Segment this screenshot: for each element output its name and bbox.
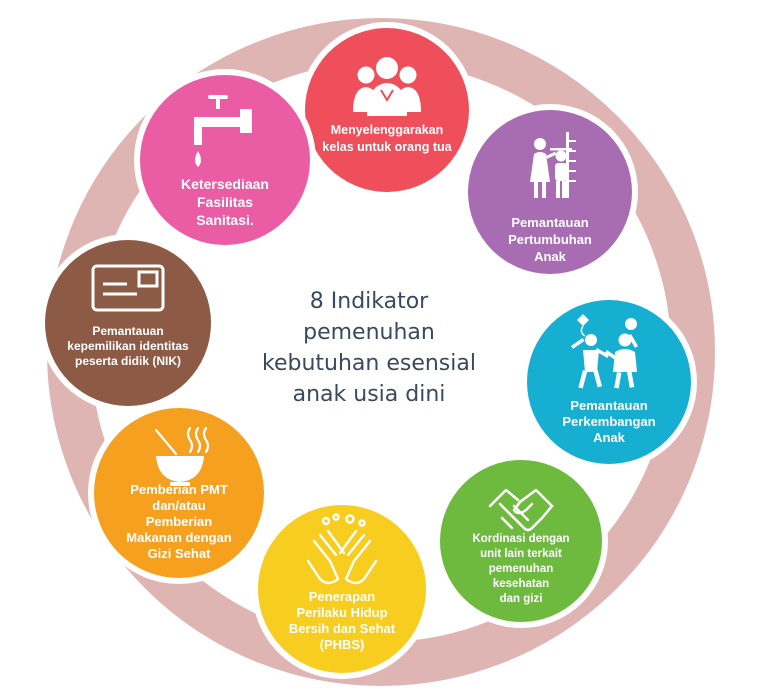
- indicator-phbs-label-line: (PHBS): [319, 637, 365, 652]
- indicator-sanitasi: Ketersediaan Fasilitas Sanitasi.: [140, 75, 310, 245]
- handshake-icon: [488, 488, 554, 532]
- indicator-nik-label-line: peserta didik (NIK): [74, 354, 182, 368]
- indicator-sanitasi-label-line: Sanitasi.: [196, 212, 254, 228]
- hot-bowl-icon: [154, 426, 210, 486]
- indicator-pmt-label-line: Pemberian PMT: [130, 482, 228, 497]
- indicator-perkembangan: Pemantauan Perkembangan Anak: [527, 300, 691, 464]
- indicator-phbs-label-line: Penerapan: [308, 589, 376, 604]
- indicator-kordinasi: Kordinasi dengan unit lain terkait pemen…: [440, 460, 602, 622]
- indicator-kordinasi-label-line: dan gizi: [499, 593, 543, 605]
- indicator-pmt-label-line: Gizi Sehat: [147, 546, 211, 561]
- indicator-phbs-label-line: Perilaku Hidup: [296, 605, 388, 620]
- indicator-perkembangan-label-line: Anak: [593, 430, 625, 445]
- child-height-measure-icon: [530, 132, 576, 198]
- indicator-pertumbuhan: Pemantauan Pertumbuhan Anak: [468, 110, 632, 274]
- indicator-kelas-label-line: Menyelenggarakan: [330, 123, 444, 137]
- indicator-perkembangan-label-line: Pemantauan: [570, 398, 648, 413]
- indicator-pertumbuhan-label-line: Pertumbuhan: [508, 232, 592, 247]
- children-playing-icon: [571, 314, 639, 389]
- indicator-nik-label-line: kepemilikan identitas: [67, 339, 189, 353]
- indicator-pmt: Pemberian PMT dan/atau Pemberian Makanan…: [94, 408, 264, 578]
- indicator-pmt-label-line: Pemberian: [145, 514, 213, 529]
- hand-washing-icon: [306, 513, 378, 585]
- indicator-kelas-label-line: kelas untuk orang tua: [322, 140, 452, 154]
- indicator-phbs-label-line: Bersih dan Sehat: [288, 621, 396, 636]
- indicator-perkembangan-label-line: Perkembangan: [562, 414, 656, 429]
- group-of-people-icon: [353, 57, 421, 116]
- indicator-kordinasi-label-line: pemenuhan: [488, 563, 554, 575]
- center-title: 8 Indikator pemenuhan kebutuhan esensial…: [234, 286, 504, 410]
- indicator-phbs: Penerapan Perilaku Hidup Bersih dan Seha…: [258, 505, 426, 673]
- center-title-line: 8 Indikator: [309, 289, 429, 314]
- indicator-kelas: Menyelenggarakan kelas untuk orang tua: [305, 28, 469, 192]
- id-card-icon: [91, 264, 165, 312]
- indicator-kordinasi-label-line: unit lain terkait: [480, 548, 562, 560]
- indicator-kordinasi-label-line: kesehatan: [492, 578, 550, 590]
- indicator-sanitasi-label-line: Ketersediaan: [181, 176, 269, 192]
- indicator-kordinasi-label-line: Kordinasi dengan: [472, 533, 570, 545]
- indicator-pertumbuhan-label-line: Pemantauan: [511, 215, 589, 230]
- center-title-line: kebutuhan esensial: [262, 351, 476, 376]
- indicator-nik: Pemantauan kepemilikan identitas peserta…: [45, 240, 211, 406]
- indicator-sanitasi-label-line: Fasilitas: [196, 194, 254, 210]
- water-tap-icon: [194, 95, 252, 167]
- indicator-pertumbuhan-label-line: Anak: [534, 249, 566, 264]
- indicator-pmt-label-line: dan/atau: [152, 498, 206, 513]
- center-title-line: anak usia dini: [292, 382, 446, 407]
- indicator-nik-label-line: Pemantauan: [92, 324, 164, 338]
- indicator-pmt-label-line: Makanan dengan: [126, 530, 232, 545]
- center-title-line: pemenuhan: [303, 320, 435, 345]
